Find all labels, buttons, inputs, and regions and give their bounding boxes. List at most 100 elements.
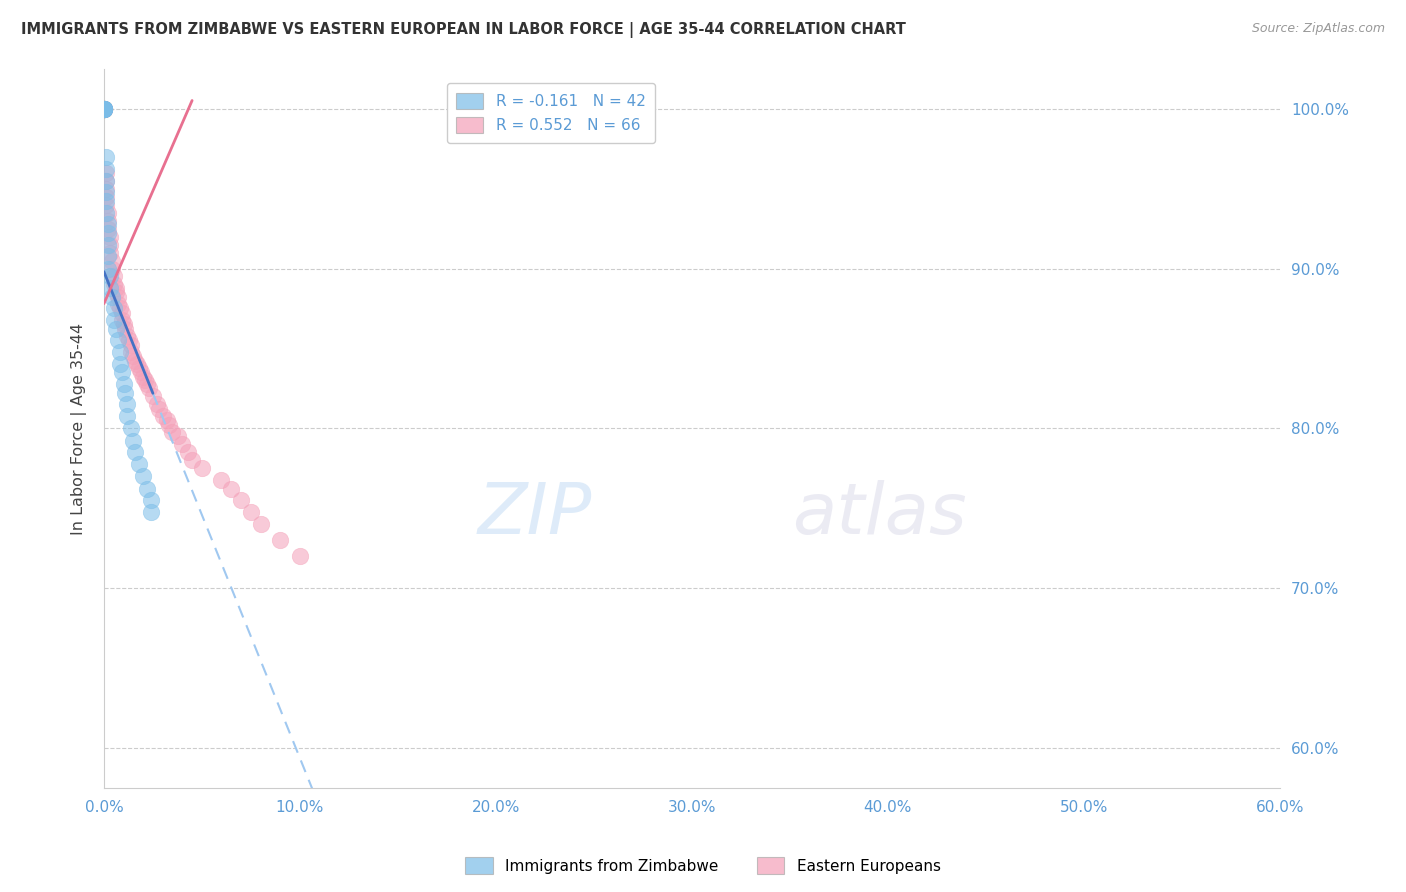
Point	[93, 102, 115, 116]
Point	[97, 221, 120, 235]
Point	[110, 312, 132, 326]
Point	[114, 386, 136, 401]
Point	[132, 370, 155, 384]
Point	[112, 318, 135, 332]
Point	[93, 102, 115, 116]
Point	[120, 421, 142, 435]
Point	[94, 189, 117, 203]
Text: atlas: atlas	[792, 481, 966, 549]
Point	[118, 334, 141, 348]
Point	[177, 445, 200, 459]
Point	[239, 505, 262, 519]
Point	[93, 102, 115, 116]
Point	[94, 173, 117, 187]
Point	[97, 237, 120, 252]
Point	[93, 102, 115, 116]
Point	[156, 413, 179, 427]
Point	[136, 376, 159, 391]
Point	[124, 445, 146, 459]
Point	[136, 483, 159, 497]
Point	[157, 418, 180, 433]
Point	[112, 376, 135, 391]
Point	[108, 344, 131, 359]
Point	[94, 185, 117, 199]
Point	[103, 269, 125, 284]
Point	[152, 409, 174, 423]
Point	[94, 205, 117, 219]
Point	[94, 197, 117, 211]
Point	[93, 102, 115, 116]
Point	[117, 409, 139, 423]
Point	[103, 312, 125, 326]
Point	[103, 301, 125, 316]
Point	[97, 213, 120, 227]
Point	[94, 173, 117, 187]
Point	[128, 360, 150, 375]
Point	[288, 549, 311, 564]
Point	[191, 461, 214, 475]
Point	[128, 457, 150, 471]
Point	[93, 102, 115, 116]
Text: ZIP: ZIP	[478, 481, 592, 549]
Point	[117, 397, 139, 411]
Point	[181, 453, 204, 467]
Point	[103, 277, 125, 292]
Point	[104, 285, 127, 300]
Point	[107, 334, 129, 348]
Point	[93, 102, 115, 116]
Y-axis label: In Labor Force | Age 35-44: In Labor Force | Age 35-44	[72, 322, 87, 534]
Point	[98, 229, 121, 244]
Point	[114, 322, 136, 336]
Point	[93, 102, 115, 116]
Point	[138, 382, 160, 396]
Legend: R = -0.161   N = 42, R = 0.552   N = 66: R = -0.161 N = 42, R = 0.552 N = 66	[447, 83, 655, 143]
Point	[142, 389, 165, 403]
Point	[98, 269, 121, 284]
Point	[162, 425, 184, 439]
Point	[129, 366, 152, 380]
Point	[122, 350, 145, 364]
Point	[122, 434, 145, 449]
Point	[93, 102, 115, 116]
Point	[97, 249, 120, 263]
Point	[172, 437, 194, 451]
Point	[94, 181, 117, 195]
Point	[107, 290, 129, 304]
Point	[94, 149, 117, 163]
Point	[100, 253, 122, 268]
Point	[93, 102, 115, 116]
Point	[93, 102, 115, 116]
Point	[229, 493, 252, 508]
Point	[269, 533, 291, 548]
Point	[117, 328, 139, 343]
Text: Source: ZipAtlas.com: Source: ZipAtlas.com	[1251, 22, 1385, 36]
Point	[94, 194, 117, 209]
Point	[97, 205, 120, 219]
Point	[93, 102, 115, 116]
Point	[146, 397, 169, 411]
Point	[93, 102, 115, 116]
Point	[249, 517, 271, 532]
Point	[93, 102, 115, 116]
Legend: Immigrants from Zimbabwe, Eastern Europeans: Immigrants from Zimbabwe, Eastern Europe…	[460, 851, 946, 880]
Point	[98, 281, 121, 295]
Point	[97, 261, 120, 276]
Point	[120, 344, 142, 359]
Point	[98, 245, 121, 260]
Point	[93, 102, 115, 116]
Point	[132, 469, 155, 483]
Point	[110, 306, 132, 320]
Point	[148, 402, 170, 417]
Point	[100, 290, 122, 304]
Point	[97, 217, 120, 231]
Point	[93, 102, 115, 116]
Point	[94, 165, 117, 179]
Point	[98, 237, 121, 252]
Point	[104, 322, 127, 336]
Point	[134, 374, 156, 388]
Point	[93, 102, 115, 116]
Text: IMMIGRANTS FROM ZIMBABWE VS EASTERN EUROPEAN IN LABOR FORCE | AGE 35-44 CORRELAT: IMMIGRANTS FROM ZIMBABWE VS EASTERN EURO…	[21, 22, 905, 38]
Point	[110, 366, 132, 380]
Point	[219, 483, 242, 497]
Point	[127, 358, 149, 372]
